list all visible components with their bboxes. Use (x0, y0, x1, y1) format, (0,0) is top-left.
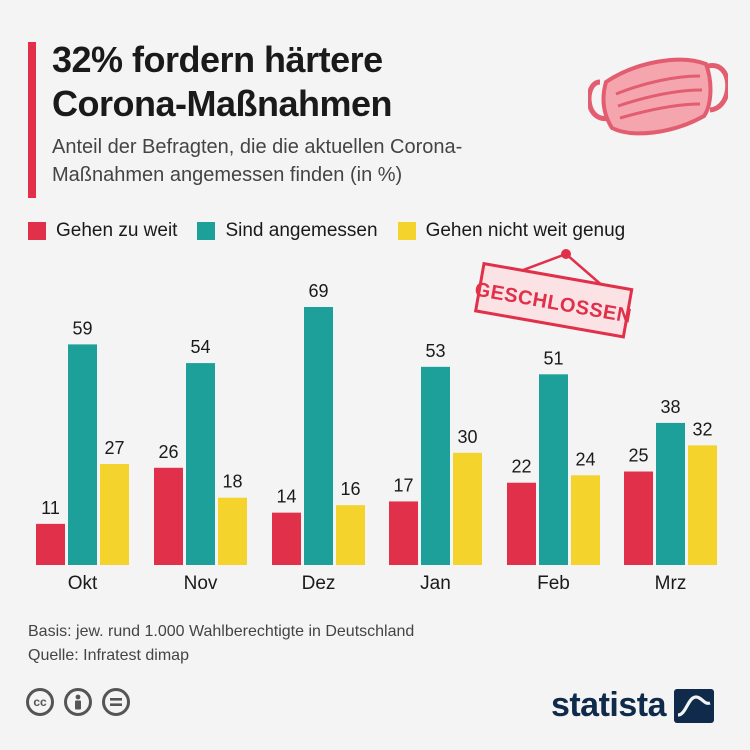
statista-wave-icon (674, 688, 714, 723)
brand-name: statista (550, 686, 667, 724)
value-label-appropriate-mrz: 38 (660, 397, 680, 417)
value-label-too-far-okt: 11 (41, 498, 60, 518)
basis-note: Basis: jew. rund 1.000 Wahlberechtigte i… (28, 623, 415, 640)
value-label-not-far-enough-feb: 24 (575, 449, 595, 469)
subtitle-line-2: Maßnahmen angemessen finden (in %) (52, 164, 403, 186)
title-line-1: 32% fordern härtere (52, 39, 383, 80)
footer-note: Basis: jew. rund 1.000 Wahlberechtigte i… (28, 620, 414, 668)
bar-too-far-jan (389, 501, 418, 565)
legend-label-appropriate: Sind angemessen (225, 220, 378, 241)
chart-subtitle: Anteil der Befragten, die die aktuellen … (52, 133, 612, 189)
bar-appropriate-jan (421, 366, 450, 565)
value-label-appropriate-feb: 51 (543, 348, 563, 368)
x-tick-feb: Feb (537, 573, 570, 594)
value-label-not-far-enough-okt: 27 (104, 438, 124, 458)
x-tick-mrz: Mrz (655, 573, 687, 594)
title-accent-bar (28, 42, 36, 198)
chart-legend: Gehen zu weit Sind angemessen Gehen nich… (28, 216, 625, 246)
bar-group: 11 59 27 Okt 26 54 18 Nov 14 69 16 Dez 17 53 30 Jan 22 51… (36, 281, 717, 594)
chart-title: 32% fordern härtere Corona-Maßnahmen (52, 38, 572, 126)
value-label-too-far-jan: 17 (393, 475, 413, 495)
bar-too-far-nov (154, 467, 183, 565)
statista-logo[interactable]: statista (551, 686, 714, 725)
bar-too-far-dez (272, 512, 301, 565)
bar-not-far-enough-jan (453, 452, 482, 565)
legend-label-too-far: Gehen zu weit (56, 220, 178, 241)
attribution-icon[interactable] (64, 688, 92, 716)
bar-not-far-enough-okt (100, 464, 129, 565)
legend-swatch-teal (197, 222, 216, 240)
value-label-appropriate-jan: 53 (425, 341, 445, 361)
legend-swatch-yellow (397, 222, 416, 240)
legend-item-appropriate: Sind angemessen (197, 220, 378, 242)
value-label-not-far-enough-mrz: 32 (692, 419, 712, 439)
x-tick-nov: Nov (184, 573, 218, 594)
bar-appropriate-feb (539, 374, 568, 565)
legend-swatch-red (28, 222, 46, 240)
legend-item-not-far-enough: Gehen nicht weit genug (397, 220, 626, 242)
value-label-too-far-nov: 26 (158, 442, 178, 462)
value-label-not-far-enough-nov: 18 (222, 472, 242, 492)
title-line-2: Corona-Maßnahmen (52, 83, 393, 124)
value-label-appropriate-dez: 69 (308, 281, 328, 301)
bar-not-far-enough-feb (571, 475, 600, 565)
x-tick-okt: Okt (68, 573, 98, 594)
value-label-not-far-enough-jan: 30 (457, 427, 477, 447)
bar-not-far-enough-dez (336, 505, 365, 565)
bar-chart: 11 59 27 Okt 26 54 18 Nov 14 69 16 Dez 17 53 30 Jan 22 51… (36, 281, 717, 594)
bar-not-far-enough-mrz (688, 445, 717, 565)
source-note: Quelle: Infratest dimap (28, 647, 189, 664)
bar-appropriate-okt (68, 344, 97, 565)
bar-not-far-enough-nov (218, 497, 247, 565)
cc-icon[interactable]: cc (26, 688, 54, 716)
value-label-too-far-dez: 14 (276, 487, 296, 507)
legend-label-not-far-enough: Gehen nicht weit genug (425, 220, 626, 241)
value-label-appropriate-okt: 59 (72, 318, 92, 338)
subtitle-line-1: Anteil der Befragten, die die aktuellen … (52, 136, 463, 158)
value-label-not-far-enough-dez: 16 (340, 479, 360, 499)
license-icons: cc (26, 688, 130, 716)
bar-too-far-okt (36, 523, 65, 565)
face-mask-icon (588, 57, 728, 136)
bar-appropriate-nov (186, 363, 215, 565)
bar-appropriate-mrz (656, 422, 685, 565)
bar-appropriate-dez (304, 307, 333, 565)
x-tick-jan: Jan (420, 573, 451, 594)
bar-too-far-mrz (624, 471, 653, 565)
bar-too-far-feb (507, 482, 536, 565)
closed-sign-illustration: GESCHLOSSEN (473, 249, 634, 339)
legend-item-too-far: Gehen zu weit (28, 220, 177, 242)
no-derivatives-icon[interactable] (102, 688, 130, 716)
x-tick-dez: Dez (302, 573, 336, 594)
value-label-appropriate-nov: 54 (190, 337, 210, 357)
value-label-too-far-mrz: 25 (628, 446, 648, 466)
value-label-too-far-feb: 22 (511, 457, 531, 477)
